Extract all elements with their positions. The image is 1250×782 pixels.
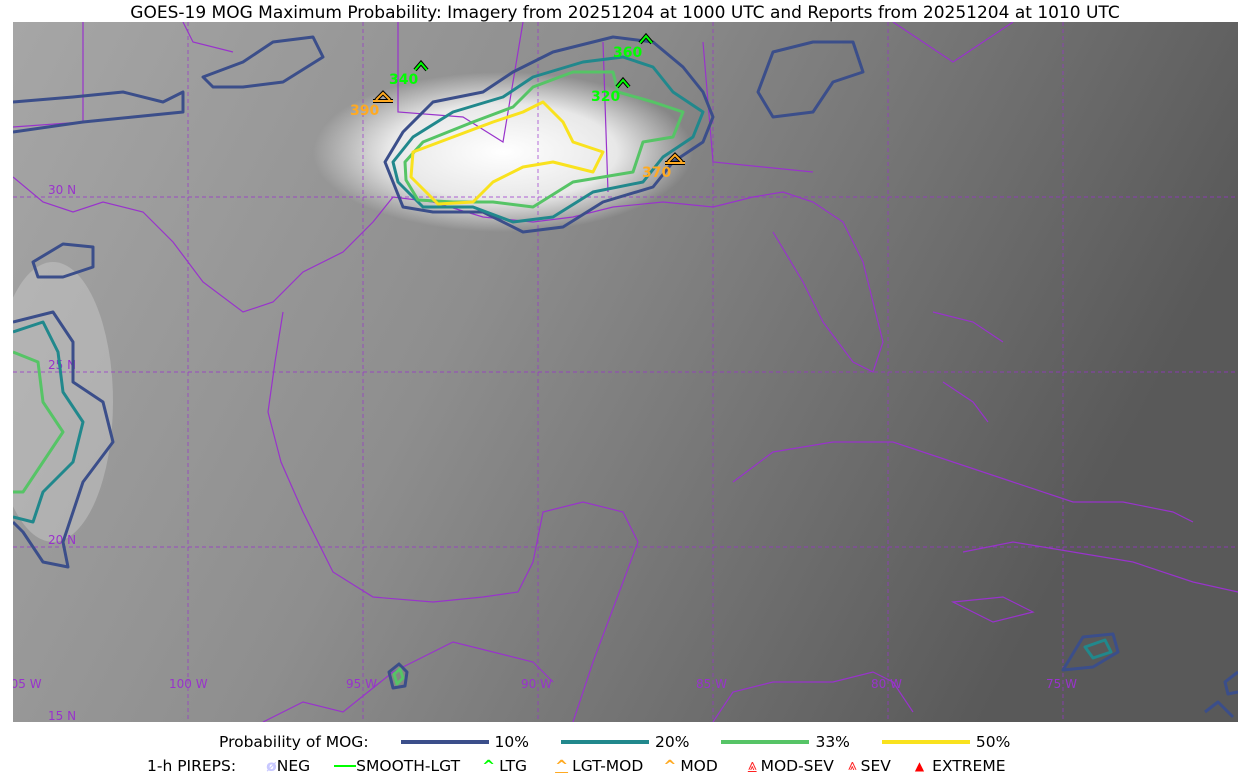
pirep-ltg: 340 <box>389 59 429 88</box>
contour-50 <box>409 100 605 206</box>
pirep-type-label: SMOOTH-LGT <box>356 756 461 775</box>
pirep-legend-title: 1-h PIREPS: <box>147 756 237 775</box>
contour-10 <box>1204 670 1238 719</box>
swatch-10 <box>400 740 489 744</box>
neg-icon: ø <box>266 756 277 775</box>
pirep-type-label: NEG <box>276 756 311 775</box>
lat-label: 15 N <box>48 709 76 722</box>
contour-10 <box>13 90 185 134</box>
caret-icon: ^ <box>482 756 496 775</box>
pirep-label: 390 <box>350 103 379 119</box>
pirep-legend: 1-h PIREPS: ø NEG SMOOTH-LGT ^ LTG ^ LGT-MO… <box>147 756 1006 775</box>
longitude-labels: 105 W 100 W 95 W 90 W 85 W 80 W 75 W <box>13 677 1077 691</box>
lon-label: 100 W <box>169 677 208 691</box>
contour-10 <box>201 35 325 89</box>
double-caret-icon: ⩓ <box>847 756 857 774</box>
pirep-type-label: LTG <box>499 756 528 775</box>
mog-contours <box>13 35 1238 719</box>
chart-title: GOES-19 MOG Maximum Probability: Imagery… <box>130 3 1120 23</box>
swatch-20 <box>561 740 649 744</box>
contour-20 <box>1083 638 1113 660</box>
pirep-label: 320 <box>591 89 620 105</box>
prob-label: 10% <box>494 733 529 751</box>
contour-10 <box>31 242 95 279</box>
satellite-map: 105 W 100 W 95 W 90 W 85 W 80 W 75 W 30 … <box>13 22 1238 722</box>
lon-label: 75 W <box>1046 677 1077 691</box>
contour-10 <box>383 35 715 234</box>
lon-label: 105 W <box>13 677 42 691</box>
graticule <box>13 22 1238 722</box>
prob-label: 50% <box>975 733 1011 751</box>
pirep-ltg: 360 <box>613 32 654 61</box>
lon-label: 90 W <box>521 677 552 691</box>
pirep-label: 360 <box>613 45 642 61</box>
pirep-markers: 340 390 360 320 370 <box>350 32 685 181</box>
pirep-type-label: EXTREME <box>932 756 1006 775</box>
pirep-type-label: MOD <box>680 756 718 775</box>
swatch-50 <box>881 740 970 744</box>
contour-10 <box>13 310 115 569</box>
pirep-label: 340 <box>389 72 418 88</box>
pirep-type-label: MOD-SEV <box>760 756 834 775</box>
contour-20 <box>13 320 85 524</box>
lon-label: 85 W <box>696 677 727 691</box>
swatch-33 <box>721 740 810 744</box>
contour-20 <box>391 55 705 224</box>
pirep-type-label: SEV <box>860 756 891 775</box>
lat-label: 20 N <box>48 533 76 547</box>
lon-label: 95 W <box>346 677 377 691</box>
contour-10 <box>756 40 865 119</box>
lon-label: 80 W <box>871 677 902 691</box>
line-icon <box>334 764 357 767</box>
contour-33 <box>403 70 685 209</box>
contour-10 <box>387 662 409 690</box>
contour-33 <box>392 667 405 686</box>
contour-33 <box>13 350 65 494</box>
pirep-lgt-mod: 370 <box>642 152 685 181</box>
latitude-labels: 30 N 25 N 20 N 15 N <box>48 183 76 722</box>
contour-10 <box>1061 632 1120 672</box>
pirep-type-label: LGT-MOD <box>572 756 644 775</box>
probability-legend: Probability of MOG: 10% 20% 33% 50% <box>219 733 1010 751</box>
caret-icon: ^ <box>663 756 677 775</box>
prob-label: 33% <box>815 733 850 751</box>
pirep-label: 370 <box>642 165 671 181</box>
pirep-lgt-mod: 390 <box>350 90 393 119</box>
prob-legend-title: Probability of MOG: <box>219 733 369 751</box>
pirep-ltg: 320 <box>591 76 631 105</box>
double-caret-bar-icon: ⩓ <box>747 756 757 774</box>
caret-bar-icon: ^ <box>555 756 569 775</box>
lat-label: 30 N <box>48 183 76 197</box>
filled-triangle-icon: ▲ <box>914 758 925 773</box>
prob-label: 20% <box>655 733 690 751</box>
lat-label: 25 N <box>48 358 76 372</box>
